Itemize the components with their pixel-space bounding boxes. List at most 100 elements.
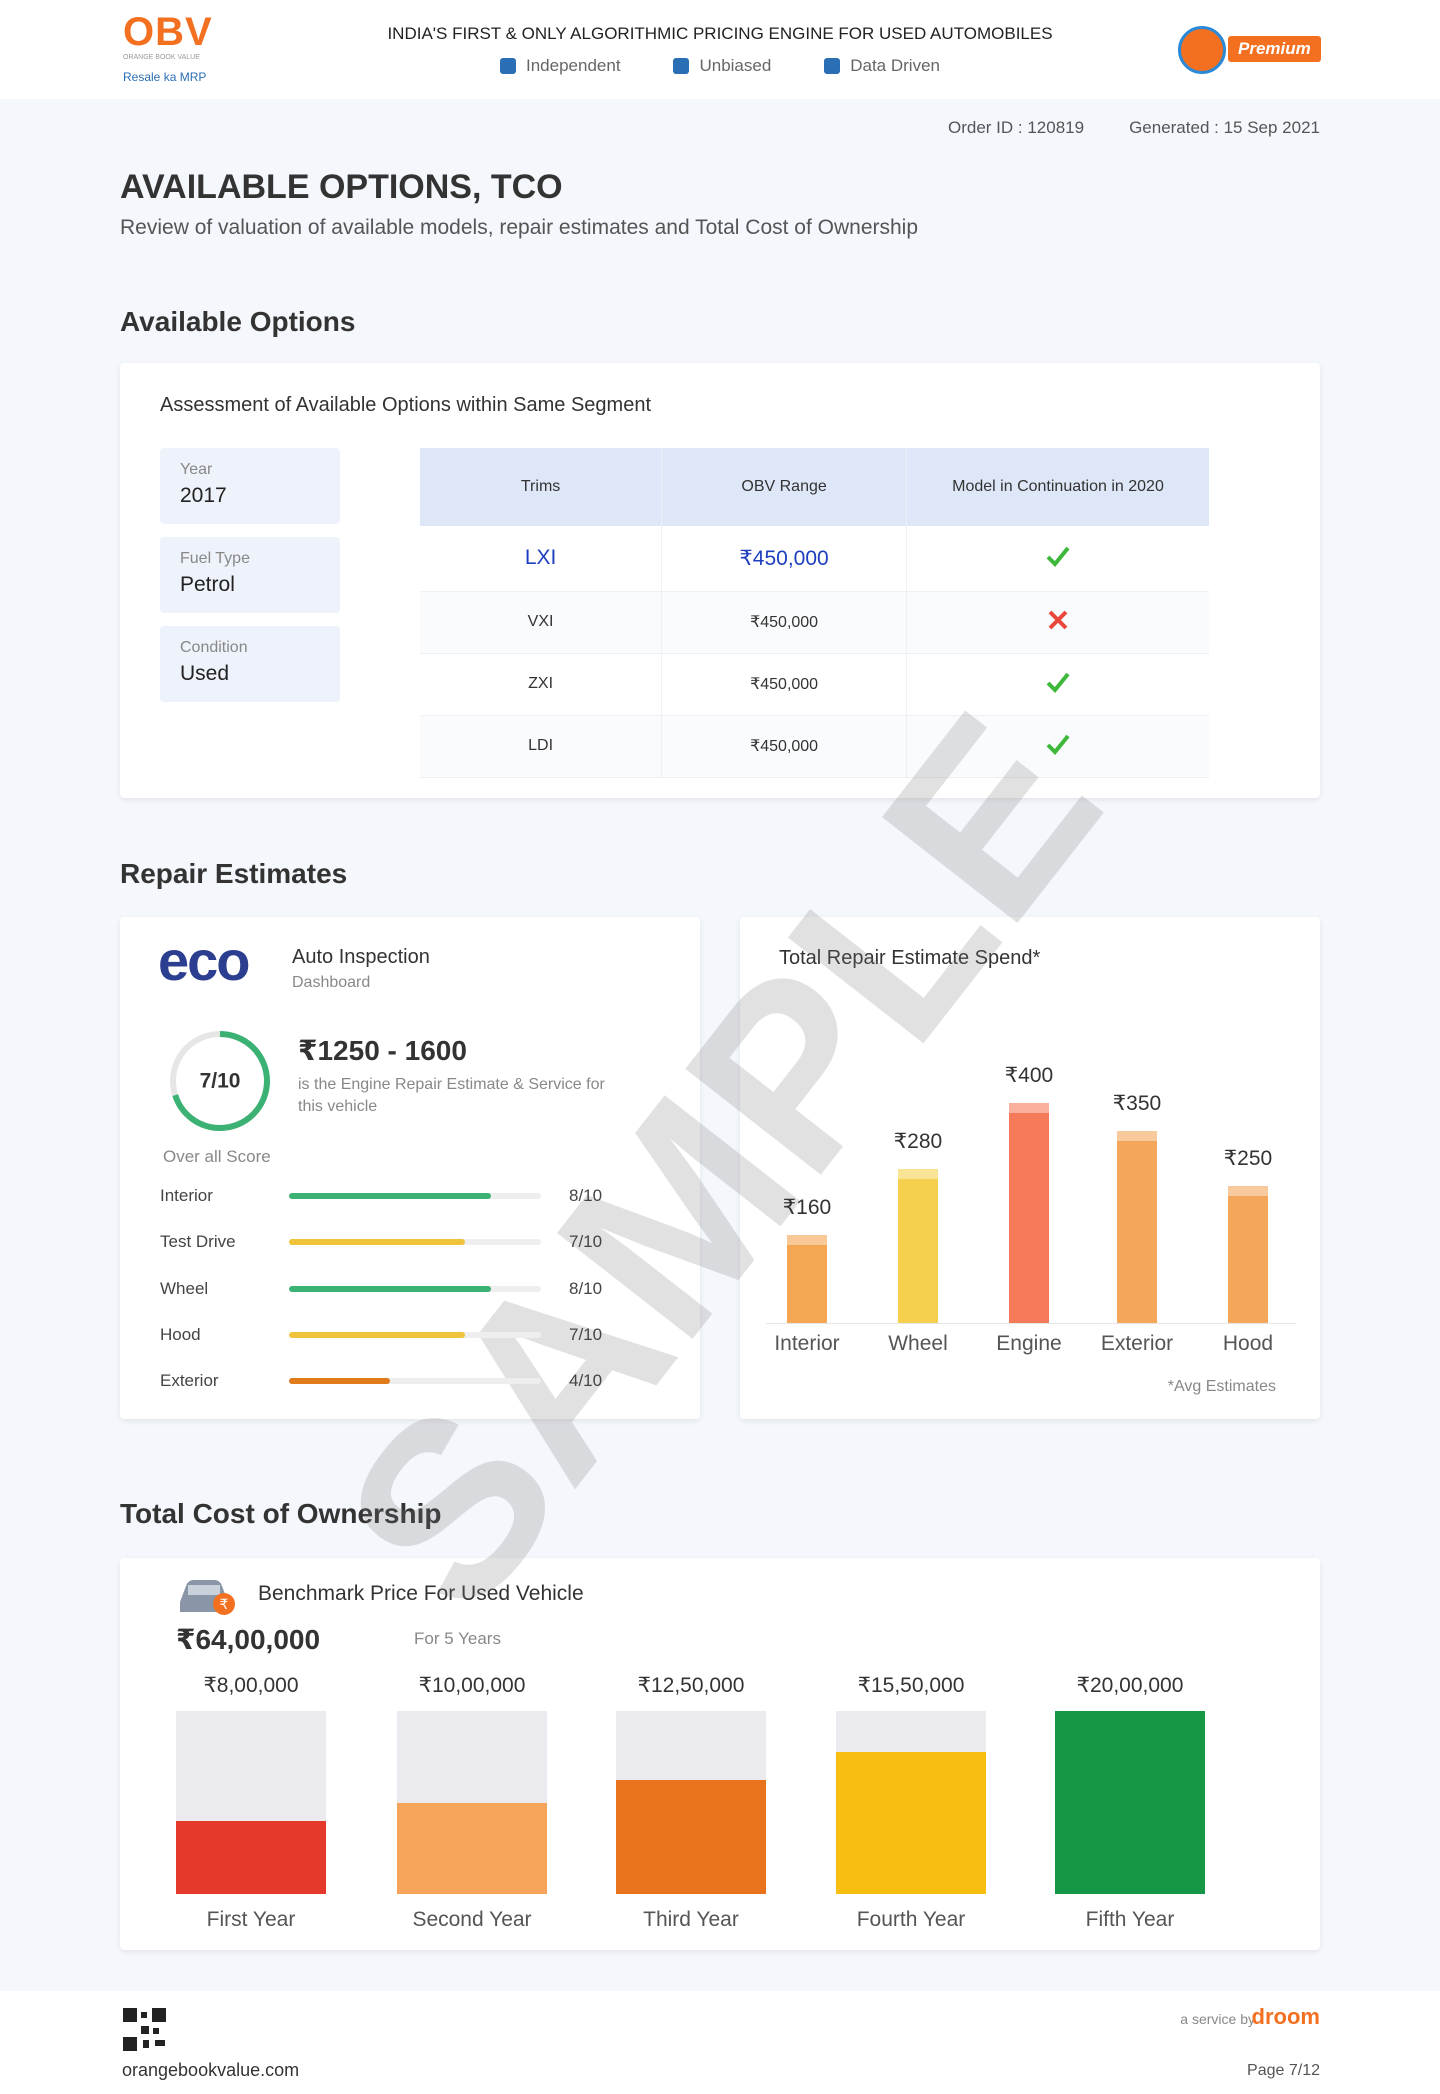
- rating-bar: [289, 1285, 491, 1292]
- headline: INDIA'S FIRST & ONLY ALGORITHMIC PRICING…: [387, 24, 1053, 43]
- continuation: [905, 591, 1209, 654]
- value-label: ₹15,50,000: [857, 1674, 965, 1697]
- section-heading: Total Cost of Ownership: [120, 1498, 442, 1529]
- attribute-label: Condition: [180, 639, 248, 656]
- card-title: Assessment of Available Options within S…: [160, 394, 651, 416]
- section-heading: Repair Estimates: [120, 858, 348, 889]
- column-header: Model in Continuation in 2020: [905, 448, 1209, 526]
- trim: LXI: [420, 526, 662, 592]
- feature-icon: [824, 58, 841, 74]
- table-row: VXI ₹450,000: [420, 591, 1209, 654]
- svg-text:₹: ₹: [220, 1596, 229, 1612]
- qr-code: [123, 2008, 166, 2051]
- feature-icon: [673, 58, 690, 74]
- category-label: Hood: [1222, 1332, 1274, 1355]
- features: Independent Unbiased Data Driven: [500, 56, 940, 76]
- service-brand: droom: [1251, 2004, 1320, 2029]
- generated-date: Generated : 15 Sep 2021: [1129, 118, 1320, 137]
- trim: LDI: [420, 715, 662, 778]
- category-label: Second Year: [412, 1908, 532, 1931]
- obv-range: ₹450,000: [661, 526, 907, 592]
- feature: Data Driven: [824, 56, 940, 76]
- category-label: Third Year: [643, 1908, 739, 1931]
- column-header: Trims: [420, 448, 662, 526]
- category-label: Interior: [774, 1332, 840, 1355]
- order-id: Order ID : 120819: [948, 118, 1085, 137]
- bar: [1009, 1103, 1049, 1323]
- options-table: Trims OBV Range Model in Continuation in 2…: [420, 448, 1209, 778]
- ring-progress: [170, 1031, 270, 1131]
- footer-url: orangebookvalue.com: [122, 2060, 300, 2080]
- cross-icon: [1048, 610, 1068, 629]
- bar-cap: [898, 1169, 938, 1179]
- rating-bar: [289, 1378, 390, 1385]
- bar-cap: [1228, 1185, 1268, 1196]
- rating-name: Test Drive: [160, 1232, 236, 1252]
- obv-range: ₹450,000: [661, 591, 907, 654]
- tco-title: Benchmark Price For Used Vehicle: [258, 1582, 584, 1605]
- attribute-label: Fuel Type: [180, 550, 250, 567]
- score-label: 7/10: [200, 1070, 241, 1093]
- category-label: Fifth Year: [1085, 1908, 1175, 1931]
- rating-label: 8/10: [569, 1186, 603, 1205]
- value-label: ₹20,00,000: [1076, 1674, 1184, 1697]
- feature-label: Unbiased: [699, 56, 772, 75]
- value-label: ₹250: [1223, 1146, 1273, 1170]
- table-row: LXI ₹450,000: [420, 526, 1209, 592]
- bar-cap: [1117, 1130, 1157, 1141]
- tagline: Resale ka MRP: [123, 70, 207, 84]
- tco-period: For 5 Years: [414, 1629, 501, 1648]
- bar-cap: [787, 1235, 827, 1245]
- section-heading: Available Options: [120, 306, 356, 337]
- page-number: Page 7/12: [1247, 2062, 1320, 2079]
- attribute-value: Petrol: [180, 573, 235, 596]
- obv-range: ₹450,000: [661, 715, 907, 778]
- continuation: [905, 653, 1209, 716]
- bar: [397, 1802, 547, 1894]
- check-icon: [1046, 672, 1070, 693]
- category-label: Fourth Year: [856, 1908, 966, 1931]
- continuation: [905, 526, 1209, 592]
- repair-estimate: ₹1250 - 1600: [298, 1035, 467, 1066]
- score-ring: 7/10: [170, 1031, 270, 1131]
- bar: [898, 1169, 938, 1323]
- feature-icon: [500, 58, 516, 74]
- column-header: OBV Range: [661, 448, 907, 526]
- bar: [787, 1235, 827, 1323]
- rating-label: 8/10: [569, 1278, 603, 1298]
- feature-label: Data Driven: [850, 56, 940, 75]
- eco-logo: eco: [158, 929, 250, 992]
- feature: Unbiased: [673, 56, 771, 76]
- logo-caption: ORANGE BOOK VALUE: [123, 54, 200, 61]
- attribute-box: [160, 537, 340, 613]
- table-header: Trims OBV Range Model in Continuation in 2…: [420, 448, 1209, 526]
- bar: [176, 1820, 326, 1894]
- category-label: Engine: [996, 1332, 1062, 1355]
- attribute-value: 2017: [180, 484, 227, 507]
- check-icon: [1046, 734, 1070, 755]
- rating-name: Hood: [160, 1324, 201, 1344]
- attribute-label: Year: [180, 461, 213, 478]
- category-label: Wheel: [888, 1332, 948, 1355]
- value-label: ₹400: [1004, 1064, 1054, 1087]
- estimate-note: is the Engine Repair Estimate & Service …: [298, 1076, 605, 1115]
- check-icon: [1046, 546, 1070, 567]
- bar: [836, 1752, 986, 1894]
- service-by: a service by: [1180, 2011, 1255, 2027]
- table-row: LDI ₹450,000: [420, 715, 1209, 778]
- feature: Independent: [500, 56, 621, 76]
- continuation: [905, 715, 1209, 778]
- bar: [1117, 1130, 1157, 1323]
- table-row: ZXI ₹450,000: [420, 653, 1209, 716]
- rating-bar: [289, 1331, 466, 1338]
- chart-note: *Avg Estimates: [1167, 1378, 1276, 1395]
- car-icon: ₹: [180, 1580, 235, 1615]
- premium-badge: Premium: [1228, 36, 1321, 62]
- rating-label: 7/10: [569, 1232, 603, 1252]
- value-label: ₹10,00,000: [418, 1674, 526, 1697]
- rating-bar: [289, 1239, 466, 1246]
- bar: [1055, 1711, 1205, 1894]
- value-label: ₹160: [782, 1196, 832, 1219]
- rating-name: Interior: [160, 1186, 213, 1205]
